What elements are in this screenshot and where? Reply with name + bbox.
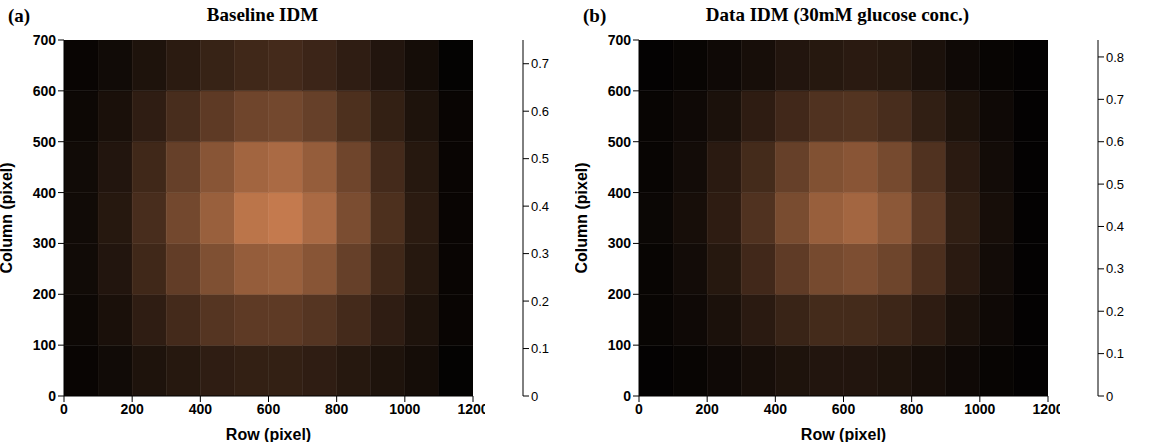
- svg-text:Row (pixel): Row (pixel): [226, 426, 311, 442]
- svg-text:0.7: 0.7: [531, 56, 549, 71]
- svg-text:Row (pixel): Row (pixel): [801, 426, 886, 442]
- svg-text:800: 800: [900, 401, 924, 417]
- svg-text:1200: 1200: [457, 401, 485, 417]
- html-text:(b): (b): [583, 5, 607, 26]
- svg-text:0.3: 0.3: [1106, 261, 1124, 276]
- svg-text:100: 100: [33, 337, 57, 353]
- svg-text:0: 0: [635, 401, 643, 417]
- svg-text:500: 500: [33, 134, 57, 150]
- svg-text:400: 400: [33, 185, 57, 201]
- svg-text:500: 500: [608, 134, 632, 150]
- svg-text:0: 0: [60, 401, 68, 417]
- svg-text:600: 600: [832, 401, 856, 417]
- svg-text:600: 600: [33, 83, 57, 99]
- svg-text:600: 600: [257, 401, 281, 417]
- svg-text:0: 0: [48, 388, 56, 404]
- svg-text:1000: 1000: [389, 401, 420, 417]
- svg-text:1000: 1000: [964, 401, 995, 417]
- svg-text:700: 700: [33, 32, 57, 48]
- svg-text:200: 200: [33, 286, 57, 302]
- svg-text:800: 800: [325, 401, 349, 417]
- svg-text:0.6: 0.6: [1106, 134, 1124, 149]
- svg-text:700: 700: [608, 32, 632, 48]
- svg-text:0.6: 0.6: [531, 104, 549, 119]
- svg-text:600: 600: [608, 83, 632, 99]
- svg-text:0.3: 0.3: [531, 246, 549, 261]
- svg-text:0.4: 0.4: [1106, 219, 1124, 234]
- svg-text:300: 300: [33, 235, 57, 251]
- svg-text:0.5: 0.5: [1106, 177, 1124, 192]
- svg-text:1200: 1200: [1032, 401, 1060, 417]
- svg-text:300: 300: [608, 235, 632, 251]
- svg-text:0.1: 0.1: [1106, 346, 1124, 361]
- svg-text:0: 0: [531, 389, 538, 404]
- svg-text:Column (pixel): Column (pixel): [0, 162, 15, 273]
- svg-text:0: 0: [1106, 389, 1113, 404]
- html-text:Data IDM (30mM glucose conc.): Data IDM (30mM glucose conc.): [705, 4, 970, 25]
- svg-text:200: 200: [608, 286, 632, 302]
- svg-text:0.7: 0.7: [1106, 92, 1124, 107]
- svg-text:0.8: 0.8: [1106, 50, 1124, 65]
- svg-text:0: 0: [623, 388, 631, 404]
- svg-text:0.1: 0.1: [531, 341, 549, 356]
- svg-text:100: 100: [608, 337, 632, 353]
- svg-text:200: 200: [695, 401, 719, 417]
- svg-text:400: 400: [764, 401, 788, 417]
- svg-text:0.2: 0.2: [1106, 304, 1124, 319]
- svg-text:400: 400: [608, 185, 632, 201]
- svg-text:0.2: 0.2: [531, 294, 549, 309]
- html-text:Baseline IDM: Baseline IDM: [206, 4, 319, 25]
- svg-text:200: 200: [120, 401, 144, 417]
- svg-text:Column (pixel): Column (pixel): [575, 162, 590, 273]
- svg-text:0.4: 0.4: [531, 199, 549, 214]
- svg-text:400: 400: [189, 401, 213, 417]
- svg-text:0.5: 0.5: [531, 151, 549, 166]
- html-text:(a): (a): [8, 5, 31, 26]
